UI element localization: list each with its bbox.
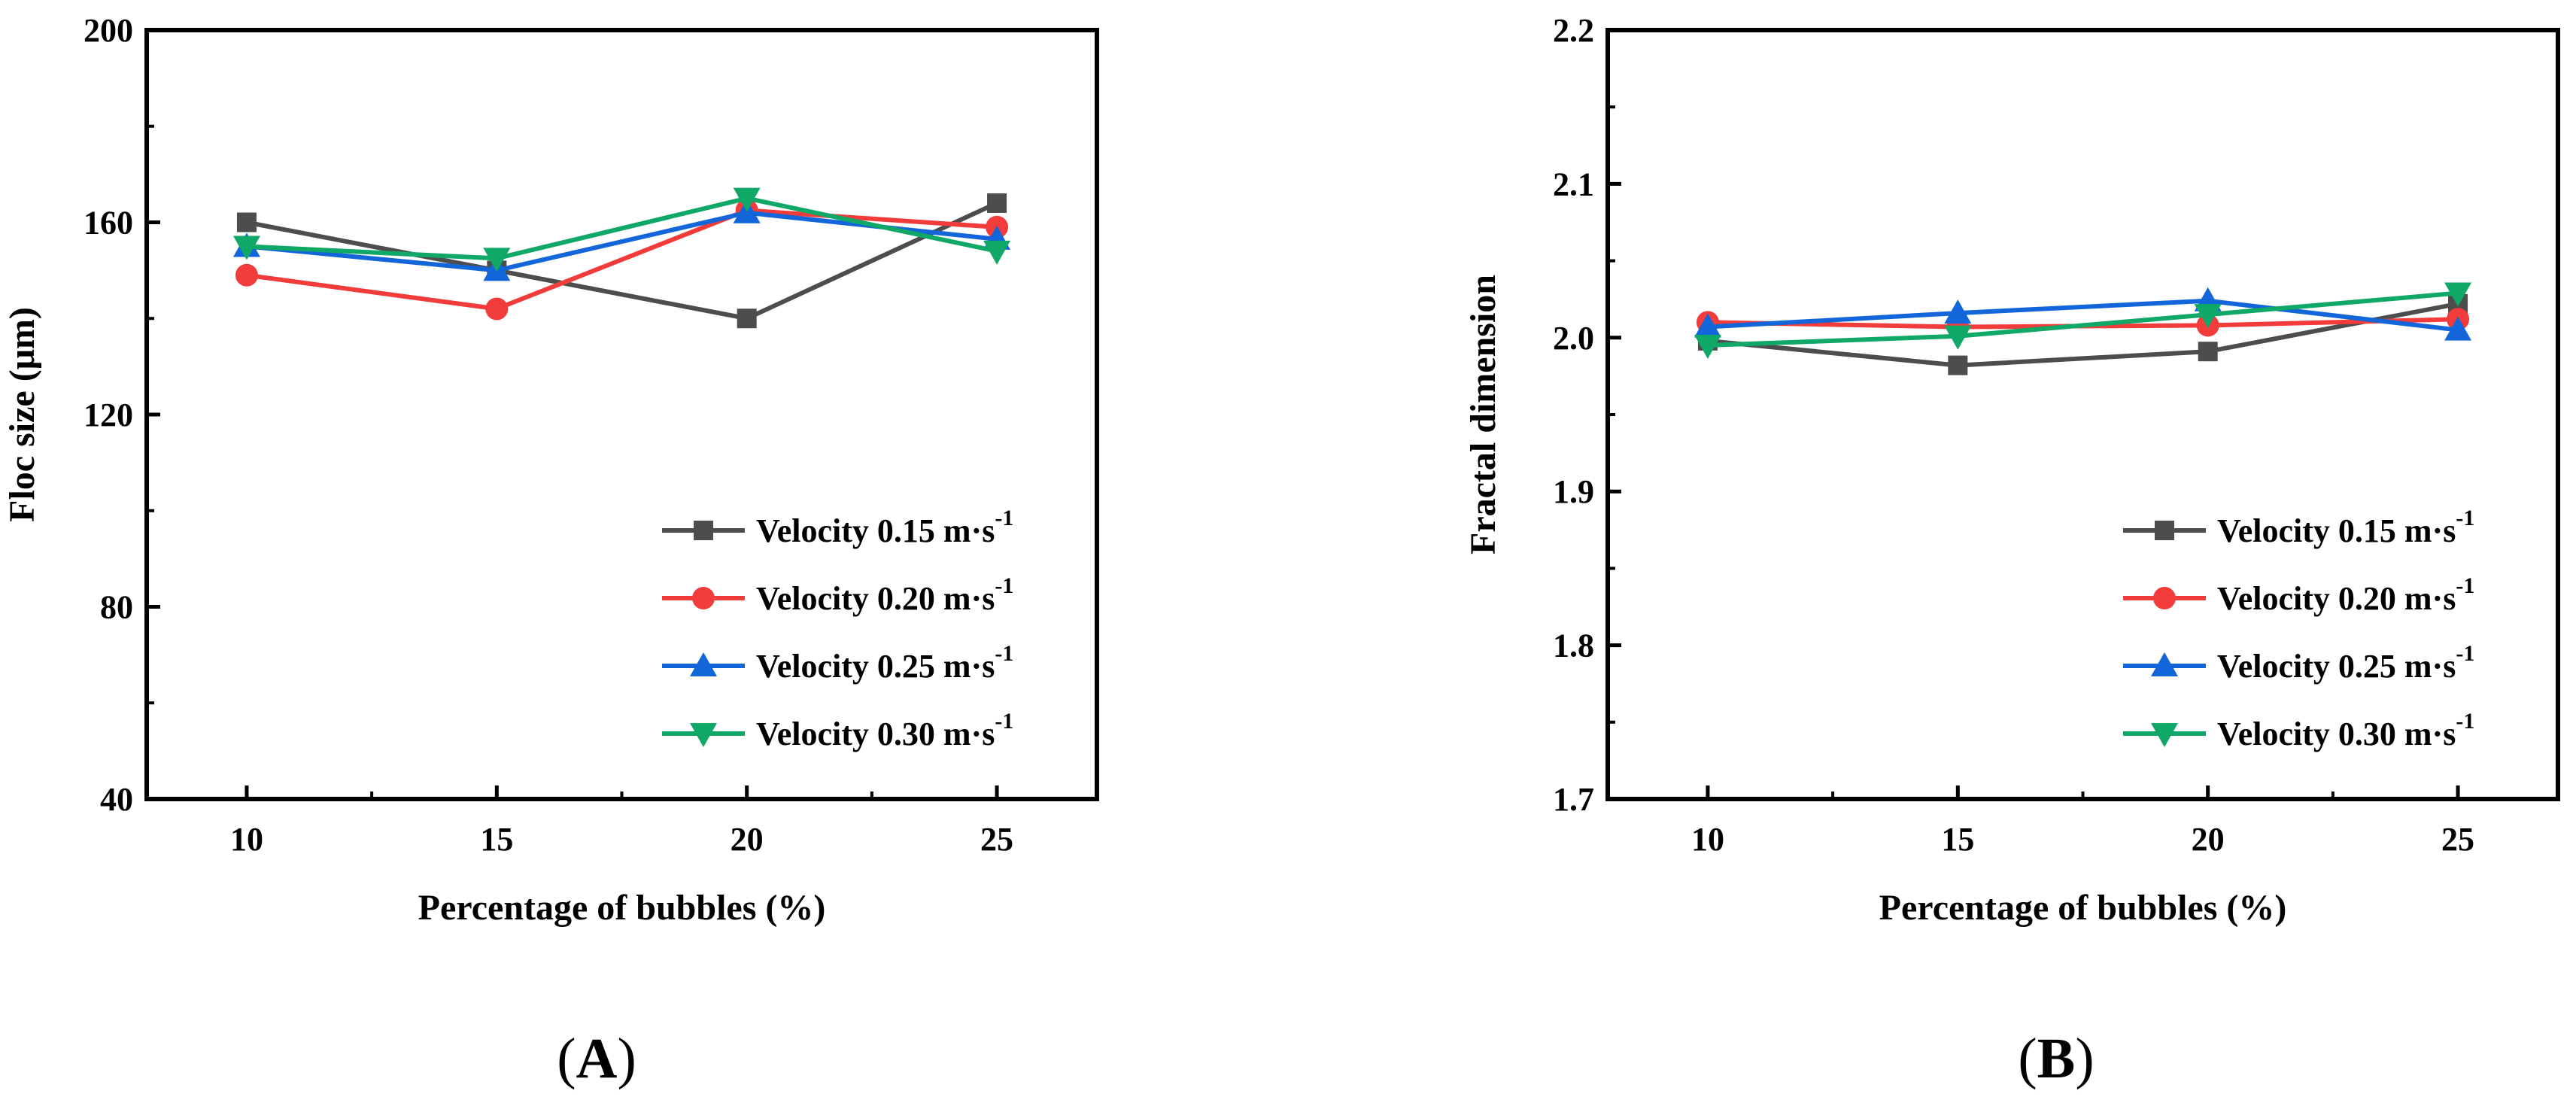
y-tick-label: 160 bbox=[84, 205, 133, 242]
data-point-series-1 bbox=[2198, 342, 2218, 362]
data-point-series-1 bbox=[737, 308, 757, 329]
x-tick-label: 20 bbox=[2192, 821, 2225, 858]
legend-marker bbox=[2155, 521, 2174, 540]
x-tick-label: 10 bbox=[230, 821, 263, 858]
legend-superscript: -1 bbox=[995, 709, 1013, 734]
y-tick-label: 1.8 bbox=[1553, 627, 1594, 664]
x-axis-title: Percentage of bubbles (%) bbox=[1879, 888, 2287, 928]
legend-marker bbox=[690, 723, 717, 747]
y-tick-label: 200 bbox=[84, 12, 133, 49]
legend-label: Velocity 0.25 m·s-1 bbox=[2217, 641, 2474, 685]
series-line-1 bbox=[1707, 301, 2459, 368]
series-line-4 bbox=[246, 196, 998, 261]
x-tick-label: 25 bbox=[2441, 821, 2474, 858]
data-point-series-2 bbox=[485, 297, 509, 321]
legend-superscript: -1 bbox=[995, 641, 1013, 666]
data-point-series-1 bbox=[236, 212, 257, 232]
data-point-series-1 bbox=[987, 193, 1007, 213]
legend-superscript: -1 bbox=[2456, 506, 2474, 530]
data-point-series-4 bbox=[2194, 304, 2222, 329]
legend-marker bbox=[2151, 723, 2178, 747]
x-tick-label: 25 bbox=[980, 821, 1013, 858]
series-line-2 bbox=[246, 208, 998, 311]
legend-label: Velocity 0.20 m·s-1 bbox=[2217, 573, 2474, 617]
y-tick-label: 120 bbox=[84, 397, 133, 433]
legend-label: Velocity 0.15 m·s-1 bbox=[756, 506, 1013, 549]
x-tick-label: 15 bbox=[480, 821, 513, 858]
legend-label: Velocity 0.25 m·s-1 bbox=[756, 641, 1013, 685]
x-tick-label: 15 bbox=[1941, 821, 1974, 858]
data-point-series-3 bbox=[2444, 316, 2472, 341]
data-point-series-4 bbox=[232, 235, 260, 260]
data-point-series-3 bbox=[1694, 313, 1721, 338]
series-line-4 bbox=[1707, 290, 2459, 348]
data-point-series-4 bbox=[483, 248, 511, 272]
y-axis-title: Floc size (μm) bbox=[2, 307, 42, 522]
legend-superscript: -1 bbox=[995, 506, 1013, 530]
series-line-3 bbox=[1707, 298, 2459, 333]
y-tick-label: 80 bbox=[100, 589, 133, 626]
data-point-series-4 bbox=[733, 187, 761, 212]
legend-label: Velocity 0.15 m·s-1 bbox=[2217, 506, 2474, 549]
data-point-series-2 bbox=[235, 263, 258, 287]
chart-panel-B: 10 15 20 25 1.7 1.8 1.9 2.0 2.1 2.2 Percentage of … bbox=[1463, 12, 2560, 1090]
chart-panel-A: 10 15 20 25 40 80 120 160 200 Percentage of bubbl… bbox=[2, 12, 1099, 1090]
panel-label-B: (B) bbox=[2018, 1027, 2094, 1090]
legend-marker bbox=[690, 652, 717, 676]
x-tick-label: 10 bbox=[1691, 821, 1724, 858]
data-point-series-4 bbox=[2444, 282, 2472, 307]
legend-superscript: -1 bbox=[2456, 573, 2474, 598]
data-point-series-4 bbox=[1694, 335, 1721, 360]
legend-superscript: -1 bbox=[995, 573, 1013, 598]
legend-superscript: -1 bbox=[2456, 709, 2474, 734]
series-line-1 bbox=[246, 201, 998, 321]
legend-marker bbox=[2153, 587, 2176, 609]
legend-label: Velocity 0.30 m·s-1 bbox=[756, 709, 1013, 752]
data-point-series-4 bbox=[1944, 325, 1972, 350]
y-tick-label: 2.1 bbox=[1553, 166, 1594, 202]
legend-superscript: -1 bbox=[2456, 641, 2474, 666]
legend-marker bbox=[2151, 652, 2178, 676]
legend-label: Velocity 0.30 m·s-1 bbox=[2217, 709, 2474, 752]
x-axis-title: Percentage of bubbles (%) bbox=[418, 888, 826, 928]
y-tick-label: 1.9 bbox=[1553, 473, 1594, 510]
y-tick-label: 2.0 bbox=[1553, 320, 1594, 357]
data-point-series-1 bbox=[1948, 355, 1968, 375]
legend-label: Velocity 0.20 m·s-1 bbox=[756, 573, 1013, 617]
panel-label-A: (A) bbox=[557, 1027, 636, 1090]
data-point-series-3 bbox=[1944, 299, 1972, 324]
y-tick-label: 2.2 bbox=[1553, 12, 1594, 49]
legend-marker bbox=[694, 521, 713, 540]
data-point-series-4 bbox=[983, 240, 1011, 265]
y-axis-title: Fractal dimension bbox=[1463, 275, 1503, 555]
y-tick-label: 40 bbox=[100, 781, 133, 818]
y-tick-label: 1.7 bbox=[1553, 781, 1594, 818]
x-tick-label: 20 bbox=[731, 821, 764, 858]
legend-marker bbox=[692, 587, 715, 609]
